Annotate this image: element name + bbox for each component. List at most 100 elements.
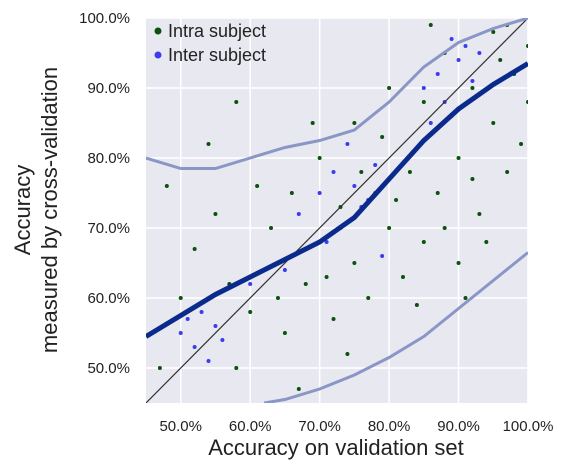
- scatter-point: [352, 261, 357, 265]
- y-tick-label: 60.0%: [87, 290, 130, 307]
- plot-content: [146, 18, 528, 403]
- legend-marker: [154, 27, 162, 35]
- scatter-point: [400, 275, 405, 279]
- y-tick-label: 70.0%: [87, 220, 130, 237]
- scatter-point: [282, 268, 287, 272]
- scatter-point: [491, 30, 496, 34]
- legend-label: Intra subject: [168, 21, 266, 41]
- y-tick-label: 80.0%: [87, 150, 130, 167]
- scatter-point: [477, 212, 482, 216]
- y-tick-label: 50.0%: [87, 360, 130, 377]
- scatter-point: [526, 44, 528, 48]
- scatter-point: [407, 170, 412, 174]
- line: [146, 18, 528, 170]
- scatter-point: [435, 191, 440, 195]
- scatter-point: [206, 142, 211, 146]
- scatter-point: [421, 240, 426, 244]
- scatter-point: [303, 282, 308, 286]
- line: [263, 251, 528, 403]
- scatter-point: [484, 240, 489, 244]
- scatter-point: [248, 310, 253, 314]
- scatter-point: [310, 121, 315, 125]
- y-tick-label: 90.0%: [87, 80, 130, 97]
- y-tick-label: 100.0%: [79, 10, 130, 27]
- x-axis-label: Accuracy on validation set: [208, 435, 464, 460]
- scatter-point: [206, 359, 211, 363]
- scatter-point: [380, 254, 385, 258]
- scatter-point: [526, 100, 528, 104]
- scatter-point: [463, 44, 468, 48]
- y-axis-label: Accuracy: [10, 165, 35, 255]
- scatter-point: [359, 170, 364, 174]
- scatter-point: [470, 177, 475, 181]
- scatter-point: [373, 163, 378, 167]
- scatter-point: [414, 303, 419, 307]
- scatter-point: [248, 282, 253, 286]
- scatter-point: [491, 121, 496, 125]
- scatter-point: [387, 226, 392, 230]
- scatter-point: [255, 184, 260, 188]
- scatter-point: [345, 142, 350, 146]
- scatter-point: [477, 51, 482, 55]
- legend-marker: [154, 51, 162, 59]
- legend-label: Inter subject: [168, 45, 266, 65]
- scatter-point: [394, 198, 399, 202]
- scatter-point: [442, 226, 447, 230]
- scatter-point: [449, 37, 454, 41]
- scatter-point: [456, 58, 461, 62]
- x-tick-label: 90.0%: [437, 418, 480, 435]
- scatter-point: [428, 23, 433, 27]
- scatter-point: [317, 156, 322, 160]
- scatter-point: [192, 345, 197, 349]
- scatter-point: [192, 247, 197, 251]
- scatter-point: [456, 261, 461, 265]
- scatter-point: [519, 142, 524, 146]
- x-tick-label: 70.0%: [298, 418, 341, 435]
- scatter-point: [387, 86, 392, 90]
- scatter-point: [456, 156, 461, 160]
- scatter-point: [435, 72, 440, 76]
- scatter-point: [157, 366, 162, 370]
- x-tick-label: 60.0%: [229, 418, 272, 435]
- scatter-point: [199, 310, 204, 314]
- scatter-point: [296, 212, 301, 216]
- scatter-point: [352, 184, 357, 188]
- x-tick-label: 100.0%: [503, 418, 554, 435]
- x-tick-label: 80.0%: [368, 418, 411, 435]
- scatter-point: [498, 58, 503, 62]
- scatter-point: [178, 331, 183, 335]
- scatter-point: [421, 100, 426, 104]
- scatter-point: [463, 296, 468, 300]
- scatter-point: [324, 275, 329, 279]
- scatter-point: [234, 100, 239, 104]
- y-axis-label: measured by cross-validation: [37, 67, 62, 353]
- scatter-point: [470, 86, 475, 90]
- scatter-point: [164, 184, 169, 188]
- scatter-point: [296, 387, 301, 391]
- scatter-point: [317, 191, 322, 195]
- scatter-point: [220, 338, 225, 342]
- scatter-point: [470, 79, 475, 83]
- scatter-point: [213, 324, 218, 328]
- scatter-point: [331, 317, 336, 321]
- scatter-point: [345, 352, 350, 356]
- scatter-point: [289, 191, 294, 195]
- scatter-point: [380, 135, 385, 139]
- scatter-point: [178, 296, 183, 300]
- scatter-point: [269, 226, 274, 230]
- scatter-point: [352, 121, 357, 125]
- scatter-point: [324, 240, 329, 244]
- line: [146, 18, 528, 403]
- scatter-point: [331, 170, 336, 174]
- scatter-point: [185, 317, 190, 321]
- scatter-point: [428, 121, 433, 125]
- scatter-point: [213, 212, 218, 216]
- line: [146, 61, 528, 339]
- scatter-point: [234, 366, 239, 370]
- scatter-point: [366, 296, 371, 300]
- scatter-point: [282, 331, 287, 335]
- scatter-point: [505, 170, 510, 174]
- x-tick-label: 50.0%: [159, 418, 202, 435]
- scatter-point: [275, 296, 280, 300]
